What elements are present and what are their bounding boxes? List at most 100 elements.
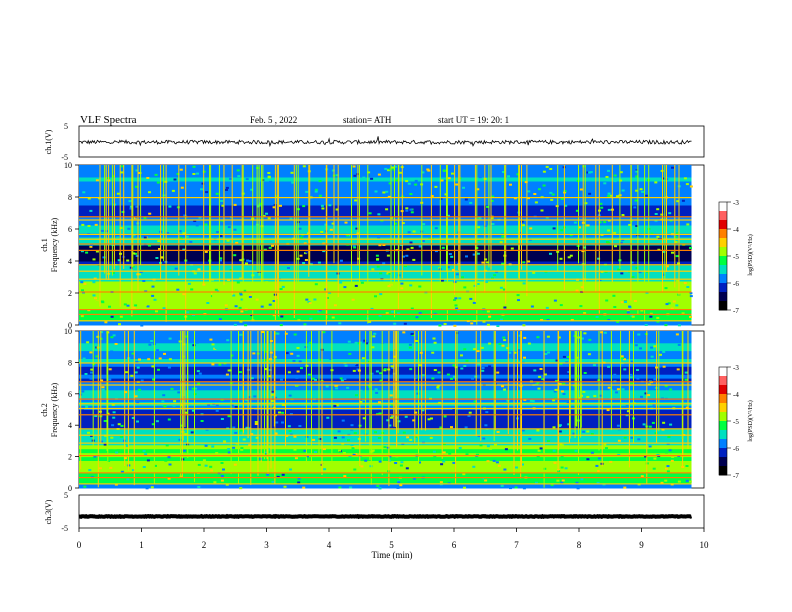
spectrogram-cell — [271, 244, 274, 247]
spectrogram-cell — [345, 306, 349, 309]
spectrogram-cell — [182, 232, 186, 235]
spectrogram-cell — [447, 192, 451, 195]
spectrogram-cell — [546, 319, 550, 321]
spectrogram-cell — [83, 485, 87, 488]
spectrogram-cell — [215, 452, 219, 455]
spectrogram-cell — [617, 268, 621, 271]
colorbar-segment — [719, 376, 727, 386]
spectrogram-cell — [380, 219, 384, 222]
spectrogram-cell — [649, 281, 653, 284]
spectrogram-cell — [541, 378, 545, 381]
spectrogram-cell — [138, 358, 141, 361]
spectrogram-cell — [646, 390, 650, 393]
spectrogram-cell — [536, 381, 540, 384]
sferic-streak — [293, 165, 295, 318]
spectrogram-cell — [388, 424, 392, 427]
sferic-streak — [678, 165, 680, 296]
spectrogram-cell — [214, 285, 218, 288]
spectrogram-cell — [227, 278, 231, 281]
spectrogram-band — [79, 317, 692, 322]
spectrogram-cell — [229, 177, 233, 180]
spectrogram-cell — [295, 376, 299, 379]
spectrogram-cell — [526, 466, 530, 469]
spectrogram-cell — [111, 403, 115, 406]
sferic-streak — [100, 331, 102, 444]
sferic-streak — [182, 331, 184, 441]
spectrogram-cell — [394, 165, 397, 168]
spectrogram-cell — [227, 415, 231, 418]
spectrogram-cell — [303, 312, 307, 315]
spectrogram-band — [79, 225, 692, 230]
spectrogram-band — [79, 421, 692, 426]
spectrogram-band — [79, 169, 692, 174]
sferic-streak — [308, 165, 310, 277]
spectrogram-cell — [157, 240, 161, 243]
spectrogram-cell — [397, 312, 401, 315]
spectrogram-cell — [431, 377, 435, 380]
spectrogram-band — [79, 464, 692, 469]
spectrogram-cell — [255, 288, 259, 291]
spectrogram-cell — [527, 312, 531, 315]
colorbar-segment — [719, 274, 727, 284]
narrowband-line — [79, 442, 692, 444]
spectrogram-cell — [219, 257, 223, 260]
spectrogram-cell — [462, 186, 465, 189]
spectrogram-cell — [134, 304, 138, 307]
spectrogram-cell — [279, 204, 282, 207]
spectrogram-cell — [430, 195, 434, 197]
spectrogram-band — [79, 181, 692, 186]
spectrogram-cell — [527, 342, 531, 345]
spectrogram-cell — [379, 379, 383, 382]
spectrogram-cell — [560, 455, 564, 458]
spectrogram-cell — [623, 436, 627, 439]
spectrogram-cell — [595, 464, 599, 467]
spectrogram-cell — [400, 353, 404, 356]
spectrogram-cell — [250, 314, 254, 317]
spectrogram-cell — [296, 354, 300, 357]
spectrogram-cell — [543, 373, 547, 376]
colorbar-segment — [719, 229, 727, 239]
spectrogram-cell — [370, 307, 374, 310]
spectrogram-cell — [124, 169, 128, 172]
spectrogram-cell — [277, 364, 281, 367]
spectrogram-cell — [119, 227, 123, 229]
spectrogram-cell — [543, 467, 547, 470]
spectrogram-cell — [124, 391, 128, 394]
spectrogram-cell — [490, 217, 494, 219]
spectrogram-cell — [142, 466, 146, 468]
sferic-streak — [439, 165, 441, 303]
spectrogram-cell — [400, 244, 404, 246]
spectrogram-cell — [115, 451, 119, 454]
spectrogram-cell — [686, 223, 690, 226]
spectrogram-cell — [683, 177, 687, 180]
sferic-streak — [630, 165, 632, 277]
spectrogram-cell — [472, 301, 476, 304]
narrowband-line — [79, 309, 692, 311]
spectrogram-cell — [340, 379, 344, 382]
spectrogram-cell — [291, 181, 295, 184]
spectrogram-cell — [476, 350, 480, 353]
spectrogram-cell — [437, 371, 441, 374]
spectrogram-cell — [108, 368, 112, 371]
spectrogram-cell — [320, 199, 324, 202]
spectrogram-cell — [271, 480, 275, 483]
spectrogram-cell — [560, 481, 564, 484]
spectrogram-cell — [555, 359, 559, 362]
spectrogram-cell — [499, 266, 503, 269]
spectrogram-cell — [281, 285, 285, 288]
spectrogram-cell — [558, 430, 562, 433]
spectrogram-cell — [220, 418, 224, 420]
spectrogram-cell — [201, 287, 205, 290]
spectrogram-cell — [670, 307, 674, 310]
spectrogram-cell — [326, 416, 330, 419]
spectrogram-cell — [211, 343, 215, 346]
spectrogram-cell — [386, 336, 390, 339]
spectrogram-cell — [432, 337, 436, 340]
spectrogram-cell — [602, 385, 606, 388]
spectrogram-cell — [290, 352, 294, 355]
spectrogram-cell — [596, 481, 600, 484]
spectrogram-cell — [400, 282, 404, 285]
spectrogram-cell — [405, 180, 409, 183]
spectrogram-cell — [431, 168, 435, 171]
spectrogram-cell — [338, 486, 342, 489]
